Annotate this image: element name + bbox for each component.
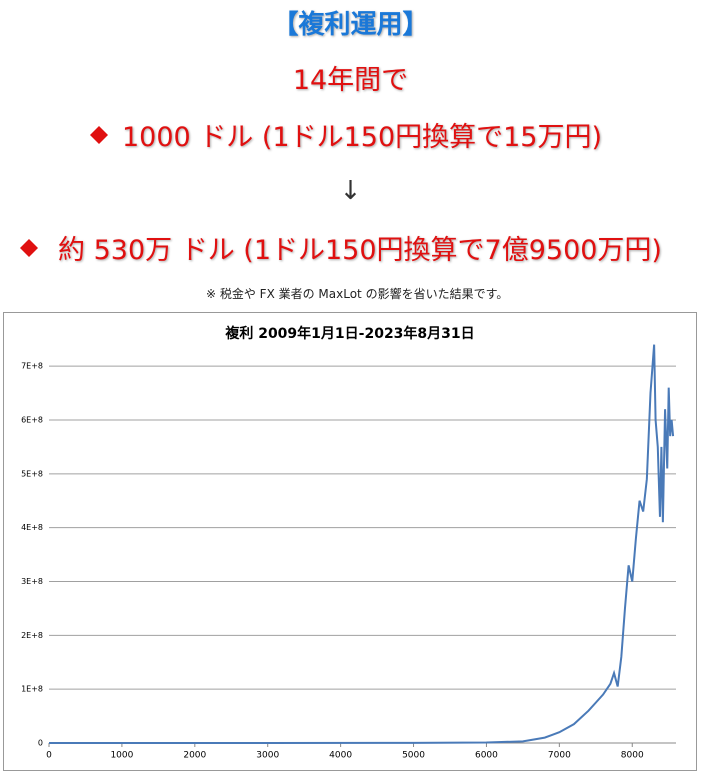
x-tick-label: 0 — [46, 751, 52, 761]
y-tick-label: 7E+8 — [21, 362, 43, 371]
x-tick-label: 1000 — [110, 751, 133, 761]
x-tick-label: 4000 — [329, 751, 352, 761]
start-amount: 1000 ドル (1ドル150円換算で15万円) — [122, 122, 603, 153]
chart-title: 複利 2009年1月1日-2023年8月31日 — [224, 325, 474, 342]
y-tick-label: 2E+8 — [21, 631, 43, 640]
x-tick-label: 5000 — [402, 751, 425, 761]
y-tick-label: 4E+8 — [21, 523, 43, 532]
chart: 複利 2009年1月1日-2023年8月31日 0 1E+8 2E+8 3E+8 4E+… — [3, 312, 697, 771]
result-amount: 約 530万 ドル (1ドル150円換算で7億9500万円) — [58, 235, 662, 266]
y-tick-label: 3E+8 — [21, 577, 43, 586]
y-tick-label: 0 — [38, 739, 43, 748]
arrow: ↓ — [339, 176, 362, 206]
x-tick-label: 7000 — [548, 751, 571, 761]
diamond — [20, 239, 38, 257]
period: 14年間で — [292, 65, 409, 96]
diamond — [90, 126, 108, 144]
data-line — [49, 344, 675, 744]
y-tick-label: 6E+8 — [21, 415, 43, 424]
title: 【複利運用】 — [272, 10, 429, 40]
x-tick-label: 2000 — [183, 751, 206, 761]
x-tick-label: 3000 — [256, 751, 279, 761]
y-tick-label: 1E+8 — [21, 685, 43, 694]
x-tick-label: 8000 — [621, 751, 644, 761]
x-tick-label: 6000 — [475, 751, 498, 761]
note: ※ 税金や FX 業者の MaxLot の影響を省いた結果です。 — [206, 287, 509, 301]
chart-frame — [3, 312, 697, 771]
y-tick-label: 5E+8 — [21, 469, 43, 478]
